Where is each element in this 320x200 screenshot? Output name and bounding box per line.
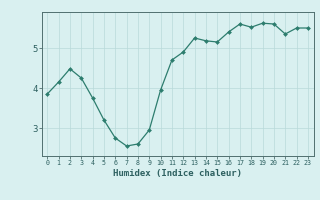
X-axis label: Humidex (Indice chaleur): Humidex (Indice chaleur): [113, 169, 242, 178]
